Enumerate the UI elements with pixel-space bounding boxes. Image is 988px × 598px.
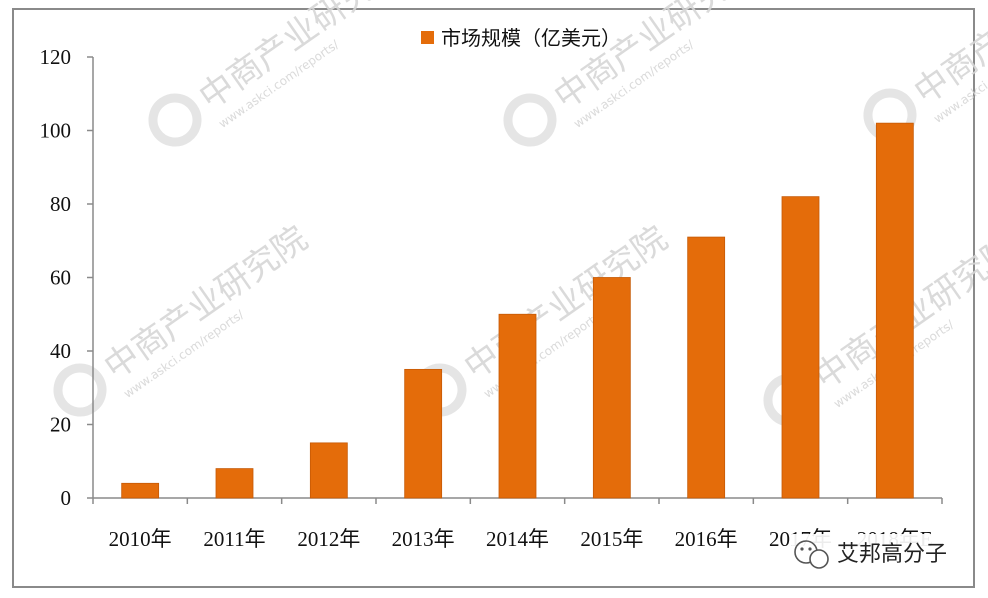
x-tick-label: 2011年 [203,527,265,551]
x-tick-label: 2010年 [109,527,172,551]
y-tick-label: 120 [40,45,72,69]
watermark-logo-icon [148,93,202,147]
bar [875,122,914,499]
bars [121,122,914,499]
watermark-2: 中商产业研究院 www.askci.com/reports/ [503,0,765,147]
x-tick-label: 2016年 [675,527,738,551]
legend-label: 市场规模（亿美元） [441,26,621,50]
y-tick-label: 80 [50,192,71,216]
y-tick-label: 100 [40,119,72,143]
watermark-brand: 中商产业研究院 [97,218,315,387]
bar [121,482,160,499]
x-tick-label: 2012年 [297,527,360,551]
y-tick-label: 0 [61,486,72,510]
watermark-5: 中商产业研究院 www.askci.com/reports/ [413,218,675,417]
wechat-badge: 艾邦高分子 [792,534,972,574]
bar [687,236,726,499]
watermark-1: 中商产业研究院 www.askci.com/reports/ [148,0,410,147]
bar [309,442,348,499]
watermark-brand: 中商产业研究院 [457,218,675,387]
watermark-logo-icon [53,363,107,417]
y-tick-label: 60 [50,266,71,290]
bar [498,313,537,499]
bar [215,468,254,499]
y-tick-label: 40 [50,339,71,363]
bar [781,196,820,499]
bar [592,277,631,499]
watermark-logo-icon [503,93,557,147]
legend: 市场规模（亿美元） [421,26,621,50]
x-tick-label: 2015年 [580,527,643,551]
wechat-icon [794,540,829,569]
watermark-4: 中商产业研究院 www.askci.com/reports/ [53,218,315,417]
y-axis-ticks: 0 20 40 60 80 100 120 [40,45,93,510]
x-tick-label: 2014年 [486,527,549,551]
badge-text: 艾邦高分子 [837,542,947,567]
bar [404,368,443,499]
x-tick-label: 2013年 [392,527,455,551]
y-tick-label: 20 [50,413,71,437]
legend-swatch [421,31,434,44]
